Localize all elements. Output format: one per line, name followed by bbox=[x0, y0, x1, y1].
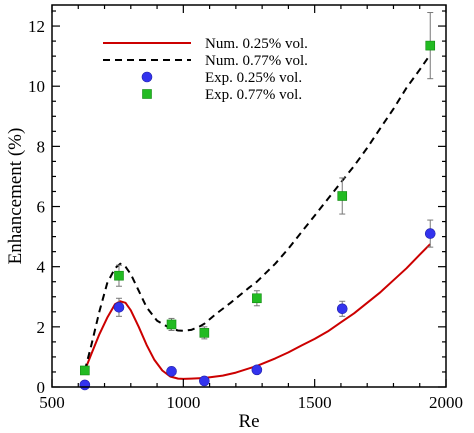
y-tick-label: 0 bbox=[37, 378, 46, 397]
x-tick-label: 1000 bbox=[166, 393, 200, 412]
legend-label: Exp. 0.25% vol. bbox=[205, 70, 302, 86]
legend-swatch bbox=[142, 89, 152, 99]
series-line bbox=[83, 54, 432, 371]
x-tick-label: 2000 bbox=[429, 393, 463, 412]
x-axis-title: Re bbox=[238, 411, 259, 432]
y-tick-label: 4 bbox=[37, 258, 46, 277]
data-point bbox=[113, 301, 125, 313]
y-tick-label: 2 bbox=[37, 318, 46, 337]
data-point bbox=[252, 293, 262, 304]
legend-swatch bbox=[141, 71, 153, 83]
data-point bbox=[114, 270, 124, 281]
legend-label: Num. 0.25% vol. bbox=[205, 36, 308, 52]
legend-label: Exp. 0.77% vol. bbox=[205, 87, 302, 103]
data-point bbox=[199, 328, 210, 338]
y-tick-label: 12 bbox=[28, 17, 45, 36]
data-point bbox=[199, 375, 210, 387]
y-tick-label: 10 bbox=[28, 77, 45, 96]
data-point bbox=[166, 319, 177, 330]
x-tick-label: 1500 bbox=[298, 393, 332, 412]
data-point bbox=[425, 40, 436, 51]
axis-ticks: 500 1000 1500 2000 0 2 4 6 8 10 12 bbox=[28, 5, 463, 412]
x-tick-label: 500 bbox=[39, 393, 65, 412]
data-point bbox=[336, 303, 348, 315]
data-point bbox=[337, 191, 348, 201]
y-tick-label: 6 bbox=[37, 198, 46, 217]
legend: Num. 0.25% vol.Num. 0.77% vol.Exp. 0.25%… bbox=[103, 36, 308, 103]
y-axis-title: Enhancement (%) bbox=[5, 128, 26, 265]
series-line bbox=[83, 243, 431, 380]
data-point bbox=[166, 366, 177, 377]
data-point bbox=[251, 364, 263, 376]
y-tick-label: 8 bbox=[37, 137, 46, 156]
data-point bbox=[79, 379, 91, 391]
data-point bbox=[424, 228, 436, 239]
legend-label: Num. 0.77% vol. bbox=[205, 53, 308, 69]
plot-frame bbox=[51, 4, 447, 388]
data-point bbox=[80, 365, 90, 376]
